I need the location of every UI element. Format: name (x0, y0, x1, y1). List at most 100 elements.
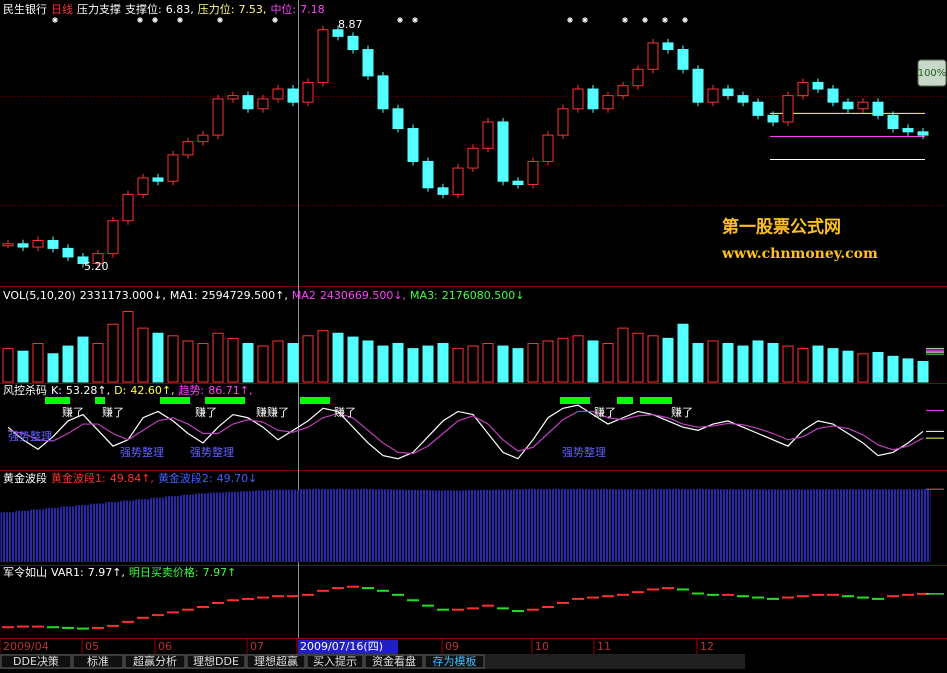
golden-bar (435, 490, 451, 562)
volume-bar (617, 327, 629, 383)
annotation: 赚了 (334, 405, 356, 419)
date-label: 10 (535, 640, 549, 653)
golden-bar (870, 489, 886, 562)
volume-bar (272, 340, 284, 383)
date-highlight (298, 640, 398, 654)
candle (377, 75, 389, 110)
volume-bar (332, 332, 344, 383)
golden-bar (420, 490, 436, 562)
golden-bar (195, 493, 211, 562)
tab-label[interactable]: 超赢分析 (133, 654, 177, 668)
candle (677, 49, 689, 70)
item-label: MA3: (410, 289, 438, 302)
golden-bar (15, 510, 31, 562)
volume-bar (197, 343, 209, 383)
candle (62, 247, 74, 258)
volume-bar (92, 343, 104, 383)
candle (407, 128, 419, 162)
item-value: 7.97↑ (203, 566, 237, 579)
volume-bar (152, 332, 164, 383)
item-value: 2430669.500↓, (320, 289, 406, 302)
signal-bar (560, 397, 590, 404)
volume-bar (557, 337, 569, 383)
tab-label[interactable]: DDE决策 (13, 654, 59, 668)
item-value: 7.53, (238, 3, 266, 16)
volume-bar (632, 332, 644, 383)
volume-bar (707, 340, 719, 383)
stock-name: 民生银行 (3, 2, 47, 16)
tab-label[interactable]: 理想DDE (193, 654, 239, 668)
volume-bar (692, 343, 704, 383)
item-value: 49.70↓ (217, 472, 258, 485)
zoom-label[interactable]: 100% (918, 68, 947, 79)
golden-bar (270, 489, 286, 562)
candle (662, 42, 674, 51)
tab[interactable] (0, 654, 72, 669)
golden-bar (390, 489, 406, 562)
kd-line (7, 410, 924, 455)
item-value: 7.18 (300, 3, 325, 16)
annotation: 赚了 (594, 405, 616, 419)
zoom-button[interactable] (917, 59, 947, 87)
signal-bar (640, 397, 672, 404)
army-title: 军令如山 (3, 565, 47, 579)
tab-label[interactable]: 存为模板 (433, 654, 477, 668)
tab-label[interactable]: 资金看盘 (372, 654, 416, 668)
item-label: 黄金波段1: (51, 471, 106, 485)
candle (602, 95, 614, 110)
annotation: 赚了 (671, 405, 693, 419)
candle (2, 243, 14, 247)
candle (437, 187, 449, 195)
signal-star (662, 17, 668, 23)
volume-bar (602, 343, 614, 383)
tab[interactable] (124, 654, 186, 669)
tab-label[interactable]: 买入提示 (313, 655, 357, 668)
golden-bar (630, 489, 646, 562)
tab[interactable] (306, 654, 364, 669)
item-value: 49.84↑, (110, 472, 154, 485)
golden-bar (690, 488, 706, 562)
golden-bar (855, 489, 871, 562)
golden-bar (675, 488, 691, 562)
item-value: 2176080.500↓ (442, 289, 525, 302)
volume-bar (212, 332, 224, 383)
volume-bar (482, 343, 494, 383)
volume-bar (347, 336, 359, 383)
item-label: 趋势: (179, 384, 205, 397)
signal-star (642, 17, 648, 23)
candle (257, 98, 269, 110)
tab[interactable] (186, 654, 246, 669)
candle (347, 35, 359, 51)
volume-bar (107, 323, 119, 383)
low-label: 5.20 (84, 260, 109, 273)
tab-label[interactable]: 理想超赢 (254, 654, 298, 668)
golden-bar (210, 492, 226, 562)
candle (167, 154, 179, 182)
candle (482, 121, 494, 149)
golden-bar (780, 489, 796, 562)
item-label: K: (51, 384, 62, 397)
candle (47, 239, 59, 249)
golden-title: 黄金波段 (3, 471, 47, 485)
tab-label[interactable]: 标准 (87, 654, 109, 668)
candle (752, 101, 764, 116)
tab[interactable] (72, 654, 124, 669)
date-label: 06 (158, 640, 172, 653)
volume-bar (77, 336, 89, 383)
indicator: 压力支撑 (77, 2, 121, 16)
signal-star (397, 17, 403, 23)
candle (557, 108, 569, 136)
volume-bar (722, 343, 734, 383)
candle (317, 29, 329, 83)
tab[interactable] (364, 654, 424, 669)
candle (467, 147, 479, 169)
candle (17, 243, 29, 248)
candle (77, 256, 89, 265)
volume-bar (407, 348, 419, 383)
tab[interactable] (424, 654, 485, 669)
tab[interactable] (246, 654, 306, 669)
golden-bar (120, 500, 136, 562)
golden-bar (375, 489, 391, 562)
golden-bar (75, 505, 91, 562)
volume-bar (377, 345, 389, 383)
